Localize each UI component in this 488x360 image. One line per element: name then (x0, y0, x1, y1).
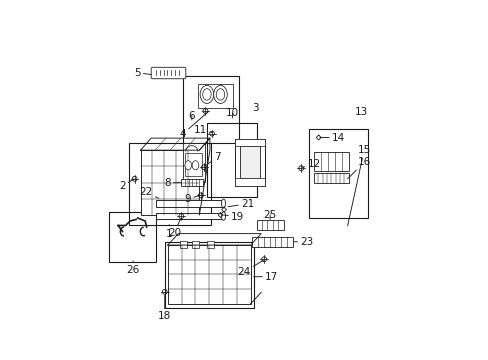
Bar (155, 200, 223, 207)
Bar (183, 76, 238, 143)
Bar (234, 139, 264, 147)
Text: 23: 23 (293, 237, 313, 247)
Ellipse shape (221, 199, 225, 207)
Text: 14: 14 (319, 132, 345, 143)
Text: 10: 10 (225, 108, 239, 118)
Text: 18: 18 (158, 296, 171, 321)
Text: 11: 11 (194, 125, 212, 135)
Bar (206, 123, 256, 197)
Bar (180, 240, 187, 248)
Bar (141, 150, 199, 215)
Ellipse shape (184, 161, 191, 170)
Text: 2: 2 (119, 179, 134, 191)
Ellipse shape (192, 161, 199, 170)
Ellipse shape (216, 89, 224, 100)
Bar (155, 213, 223, 220)
Text: 6: 6 (188, 111, 195, 121)
FancyBboxPatch shape (151, 67, 185, 79)
Bar (256, 220, 283, 230)
Text: 15: 15 (347, 145, 370, 226)
Text: 24: 24 (237, 260, 263, 277)
Text: 20: 20 (167, 219, 181, 238)
Bar (313, 152, 348, 171)
Bar (128, 143, 211, 225)
Text: 19: 19 (223, 212, 244, 221)
Text: 8: 8 (164, 178, 181, 188)
Text: 5: 5 (134, 68, 151, 78)
Bar (183, 143, 204, 182)
Bar (313, 174, 348, 183)
Text: 25: 25 (263, 210, 276, 220)
Text: 12: 12 (302, 159, 320, 169)
Bar (167, 245, 250, 304)
Bar (234, 178, 264, 185)
Bar (185, 153, 202, 176)
Bar (252, 237, 292, 247)
Bar (206, 240, 214, 248)
Ellipse shape (200, 85, 213, 103)
Bar (198, 84, 232, 108)
Bar (109, 212, 155, 262)
Text: 13: 13 (354, 107, 367, 117)
Text: 22: 22 (139, 187, 159, 198)
Text: 7: 7 (204, 152, 221, 166)
Ellipse shape (203, 89, 211, 100)
Text: 17: 17 (253, 272, 278, 282)
Bar (181, 179, 203, 186)
Ellipse shape (221, 212, 225, 220)
Text: 3: 3 (252, 103, 258, 113)
Ellipse shape (213, 85, 227, 103)
Bar (234, 139, 264, 185)
Text: 16: 16 (347, 157, 370, 179)
Bar (191, 240, 199, 248)
Text: 26: 26 (126, 261, 140, 275)
Bar (240, 147, 260, 178)
Text: 4: 4 (179, 112, 208, 139)
Text: 21: 21 (227, 199, 254, 209)
Text: 9: 9 (184, 194, 200, 204)
Bar (164, 242, 253, 309)
Text: 1: 1 (165, 225, 172, 239)
Bar (309, 129, 367, 218)
